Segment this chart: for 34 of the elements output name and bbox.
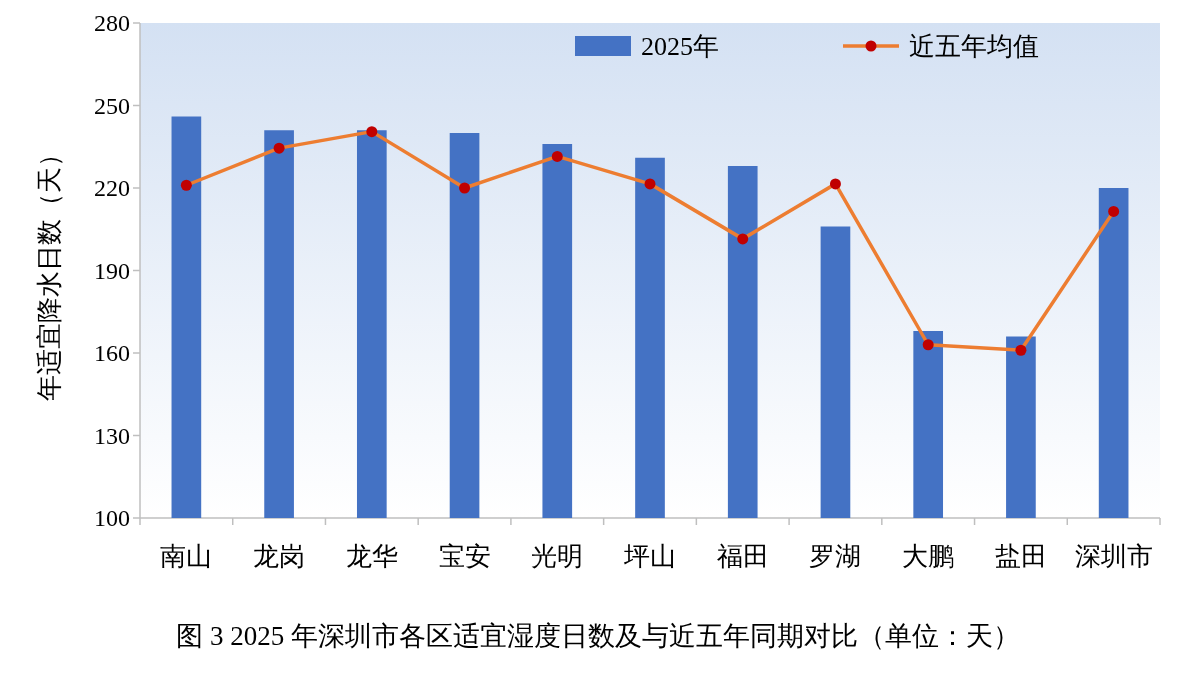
point	[180, 179, 192, 191]
x-tick-label: 南山	[160, 542, 213, 571]
y-tick-label: 130	[94, 422, 130, 449]
point	[1015, 344, 1027, 356]
point	[366, 126, 378, 138]
legend-label: 2025年	[641, 32, 719, 61]
y-tick-label: 160	[94, 340, 130, 366]
x-tick-label: 深圳市	[1074, 542, 1153, 571]
point	[273, 142, 285, 154]
x-tick-label: 坪山	[623, 542, 676, 571]
x-tick-label: 龙华	[345, 542, 398, 571]
x-tick-label: 罗湖	[809, 542, 862, 571]
point	[551, 150, 563, 162]
y-axis-title: 年适宜降水日数（天）	[35, 140, 64, 401]
point	[922, 339, 934, 351]
x-tick-label: 龙岗	[253, 542, 306, 571]
y-tick-label: 280	[94, 10, 130, 36]
x-tick-label: 宝安	[438, 542, 491, 571]
legend-近五年均值: 近五年均值	[843, 32, 1039, 61]
x-tick-label: 福田	[716, 542, 769, 571]
x-tick-label: 大鹏	[902, 542, 955, 571]
point	[1108, 205, 1120, 217]
x-tick-label: 盐田	[994, 542, 1047, 571]
legend-label: 近五年均值	[909, 32, 1039, 61]
y-tick-label: 220	[94, 175, 130, 201]
x-tick-label: 光明	[531, 542, 584, 571]
point	[459, 182, 471, 194]
point	[644, 178, 656, 190]
y-tick-label: 250	[94, 92, 130, 119]
y-tick-label: 100	[94, 505, 130, 531]
y-tick-label: 190	[94, 257, 130, 284]
point	[737, 233, 749, 245]
point	[829, 178, 841, 190]
text: 图 3 2025 年深圳市各区适宜湿度日数及与近五年同期对比（单位：天）	[176, 621, 1020, 651]
